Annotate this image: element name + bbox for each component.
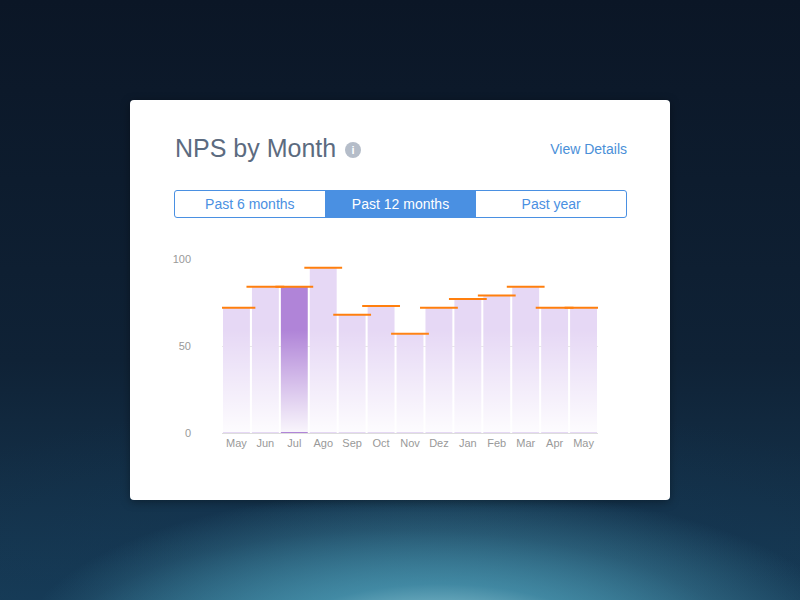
svg-text:May: May (226, 437, 247, 449)
svg-text:Oct: Oct (373, 437, 390, 449)
html-text:View Details: View Details (550, 141, 627, 157)
html-text:i: i (351, 144, 355, 156)
svg-text:100: 100 (173, 253, 191, 265)
svg-text:50: 50 (179, 340, 191, 352)
html-text:Past year: Past year (521, 196, 581, 212)
svg-text:Feb: Feb (487, 437, 506, 449)
svg-text:Mar: Mar (516, 437, 535, 449)
svg-text:Jul: Jul (287, 437, 301, 449)
svg-text:Jan: Jan (459, 437, 477, 449)
svg-text:Ago: Ago (313, 437, 333, 449)
svg-text:May: May (573, 437, 594, 449)
svg-text:Jun: Jun (257, 437, 275, 449)
svg-text:Dez: Dez (429, 437, 449, 449)
html-text:Past 6 months: Past 6 months (205, 196, 295, 212)
html-text:Past 12 months: Past 12 months (351, 196, 450, 212)
svg-text:0: 0 (185, 427, 191, 439)
svg-text:Apr: Apr (546, 437, 563, 449)
svg-text:Nov: Nov (400, 437, 420, 449)
html-text:NPS by Month: NPS by Month (175, 134, 337, 162)
svg-text:Sep: Sep (342, 437, 362, 449)
